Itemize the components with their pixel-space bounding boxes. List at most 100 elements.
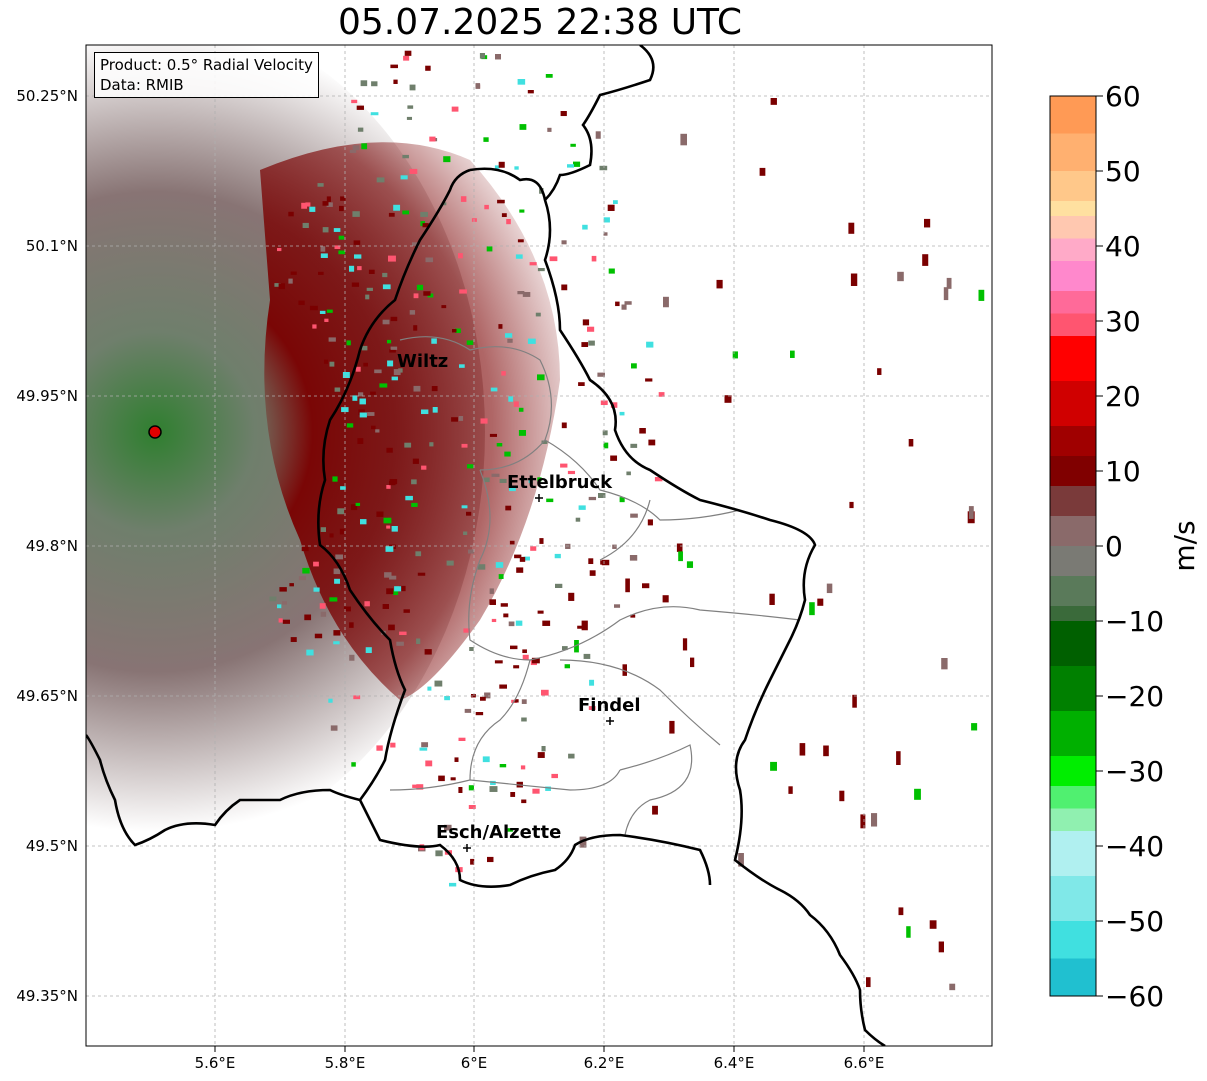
echo-pixel xyxy=(352,395,358,401)
echo-pixel xyxy=(351,99,358,104)
echo-pixel xyxy=(469,647,474,651)
echo-pixel xyxy=(614,604,621,608)
lat-tick-label: 49.8°N xyxy=(26,537,78,555)
echo-pixel xyxy=(290,637,297,642)
colorbar-segment xyxy=(1050,876,1096,922)
echo-pixel xyxy=(532,788,540,794)
colorbar-segment xyxy=(1050,456,1096,487)
echo-pixel xyxy=(365,294,370,300)
echo-pixel xyxy=(393,204,401,211)
echo-pixel xyxy=(475,712,484,716)
echo-pixel xyxy=(924,218,931,228)
echo-pixel xyxy=(317,183,324,187)
echo-pixel xyxy=(382,284,391,290)
echo-pixel xyxy=(484,692,491,699)
colorbar-tick-label: 10 xyxy=(1105,455,1141,488)
echo-pixel xyxy=(346,423,354,428)
echo-pixel xyxy=(630,443,638,448)
echo-pixel xyxy=(573,161,581,167)
echo-pixel xyxy=(498,161,505,168)
echo-pixel xyxy=(386,447,393,453)
echo-pixel xyxy=(505,333,513,338)
echo-pixel xyxy=(520,765,526,770)
echo-pixel xyxy=(393,369,401,376)
echo-pixel xyxy=(724,395,732,403)
echo-pixel xyxy=(338,235,345,240)
echo-pixel xyxy=(562,646,568,651)
echo-pixel xyxy=(274,283,281,287)
echo-pixel xyxy=(509,540,515,545)
echo-pixel xyxy=(568,592,575,601)
echo-pixel xyxy=(367,412,375,416)
echo-pixel xyxy=(458,737,466,741)
echo-pixel xyxy=(938,941,944,953)
echo-pixel xyxy=(289,583,294,587)
radar-site-marker xyxy=(148,425,162,439)
echo-pixel xyxy=(817,598,824,606)
echo-pixel xyxy=(690,657,695,668)
echo-pixel xyxy=(619,411,625,416)
echo-pixel xyxy=(823,745,829,757)
echo-pixel xyxy=(346,340,351,346)
echo-pixel xyxy=(334,245,341,249)
echo-pixel xyxy=(551,773,558,779)
echo-pixel xyxy=(516,567,524,573)
echo-pixel xyxy=(324,359,329,364)
echo-pixel xyxy=(518,430,526,436)
echo-pixel xyxy=(521,717,527,722)
colorbar-segment xyxy=(1050,958,1096,997)
echo-pixel xyxy=(419,747,428,751)
echo-pixel xyxy=(639,428,646,434)
colorbar-segment xyxy=(1050,621,1096,667)
echo-pixel xyxy=(340,196,346,201)
echo-pixel xyxy=(309,305,318,311)
echo-pixel xyxy=(466,340,474,345)
echo-pixel xyxy=(459,289,467,294)
echo-pixel xyxy=(443,156,451,163)
echo-pixel xyxy=(621,304,627,310)
echo-pixel xyxy=(607,204,615,211)
echo-pixel xyxy=(537,477,542,482)
echo-pixel xyxy=(769,593,775,605)
echo-pixel xyxy=(522,292,531,297)
echo-pixel xyxy=(389,575,397,580)
echo-pixel xyxy=(583,653,591,659)
echo-pixel xyxy=(364,601,370,607)
echo-pixel xyxy=(458,416,464,421)
colorbar-tick-label: 0 xyxy=(1105,530,1123,563)
echo-pixel xyxy=(339,205,344,212)
echo-pixel xyxy=(501,371,506,376)
echo-pixel xyxy=(588,496,597,501)
echo-pixel xyxy=(850,273,858,286)
echo-pixel xyxy=(463,628,471,633)
echo-pixel xyxy=(624,301,632,305)
echo-pixel xyxy=(360,519,367,525)
echo-pixel xyxy=(376,177,385,183)
echo-pixel xyxy=(304,614,312,621)
lat-tick-label: 49.35°N xyxy=(16,987,78,1005)
echo-pixel xyxy=(603,217,610,223)
echo-pixel xyxy=(386,485,391,489)
echo-pixel xyxy=(470,858,475,865)
colorbar-segment xyxy=(1050,711,1096,757)
echo-pixel xyxy=(588,340,595,346)
echo-pixel xyxy=(411,502,418,507)
echo-pixel xyxy=(589,679,595,686)
echo-pixel xyxy=(507,828,513,832)
place-label-wiltz: Wiltz xyxy=(397,351,448,372)
echo-pixel xyxy=(770,761,777,771)
echo-pixel xyxy=(547,127,552,132)
echo-pixel xyxy=(480,696,486,701)
echo-pixel xyxy=(527,338,536,344)
echo-pixel xyxy=(382,319,390,325)
echo-pixel xyxy=(896,751,901,766)
echo-pixel xyxy=(630,614,636,618)
echo-pixel xyxy=(866,977,871,988)
echo-pixel xyxy=(680,133,688,146)
echo-pixel xyxy=(929,920,937,929)
echo-pixel xyxy=(353,695,361,700)
echo-pixel xyxy=(517,239,524,243)
echo-pixel xyxy=(541,689,549,696)
echo-pixel xyxy=(461,443,468,448)
echo-pixel xyxy=(568,753,575,759)
